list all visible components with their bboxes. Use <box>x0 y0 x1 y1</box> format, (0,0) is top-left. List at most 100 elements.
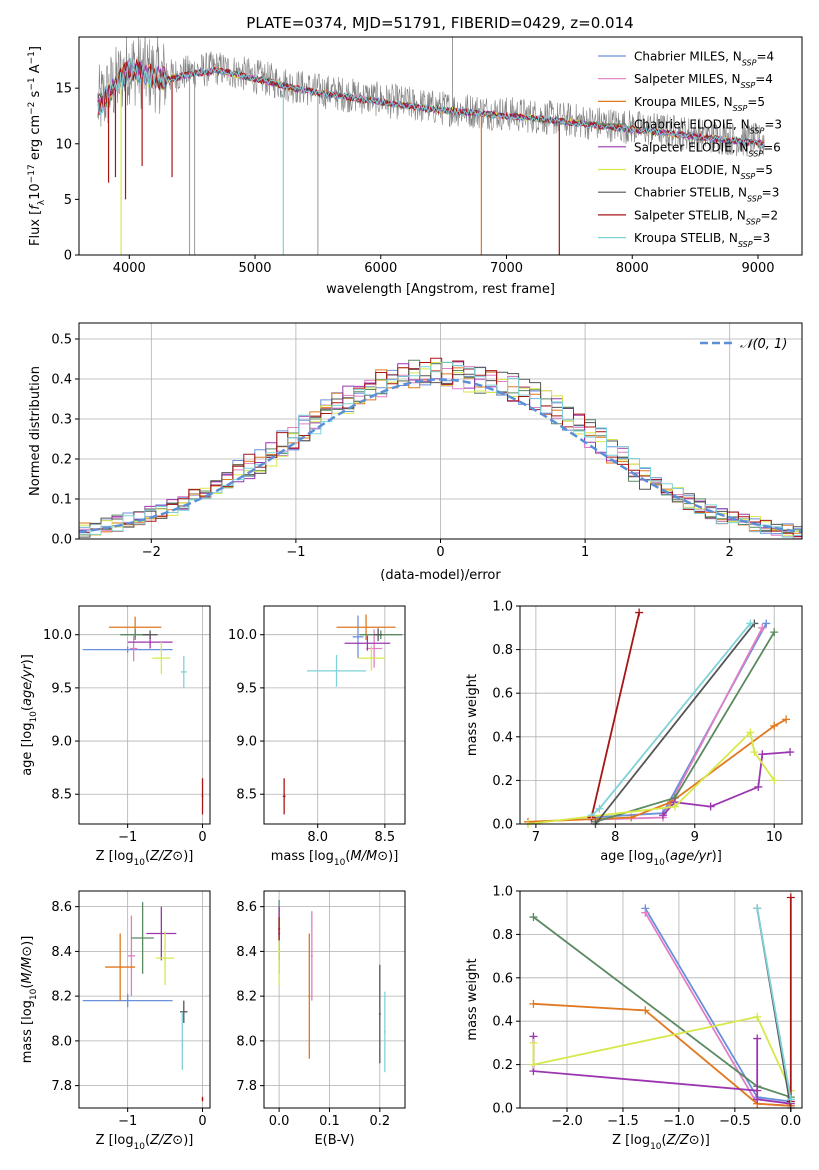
y-tick-label: 0.2 <box>51 453 72 468</box>
x-tick-label: 8.0 <box>307 830 328 845</box>
x-axis-label: mass [log10(M/M⊙)] <box>271 849 399 868</box>
y-tick-label: 5 <box>64 193 72 208</box>
x-tick-label: −1.0 <box>663 1114 695 1129</box>
y-tick-label: 0.0 <box>492 1102 513 1117</box>
y-tick-label: 8.6 <box>51 900 72 915</box>
x-tick-label: 2 <box>726 545 734 560</box>
weight-series-1 <box>591 627 764 821</box>
axes-frame <box>519 605 803 825</box>
x-tick-label: 7 <box>532 830 540 845</box>
y-tick-label: 0.2 <box>492 1058 513 1073</box>
age-vs-metallicity-panel: −1 0 8.5 9.0 9.5 10.0 Z [log10(Z/Z⊙)] age [log1… <box>20 605 211 868</box>
legend-entry: Chabrier MILES, NSSP=4 <box>634 50 774 68</box>
weight-series-1 <box>644 912 791 1107</box>
x-tick-label: 0 <box>198 830 206 845</box>
x-tick-label: 9000 <box>741 261 774 276</box>
y-tick-label: 9.5 <box>51 681 72 696</box>
y-tick-label: 8.2 <box>51 990 72 1005</box>
x-tick-label: −1 <box>286 545 305 560</box>
x-tick-label: 7000 <box>490 261 523 276</box>
y-tick-label: 8.0 <box>51 1034 72 1049</box>
weight-point <box>786 748 795 757</box>
x-tick-label: 0.1 <box>319 1114 340 1129</box>
x-tick-label: 0.2 <box>369 1114 390 1129</box>
x-axis-label: E(B-V) <box>314 1133 354 1148</box>
y-tick-label: 9.0 <box>236 735 257 750</box>
weight-point <box>753 1034 762 1043</box>
y-axis-label: mass [log10(M/M⊙)] <box>20 936 39 1064</box>
x-tick-label: 0 <box>198 1114 206 1129</box>
spectrum-panel: 4000 5000 6000 7000 8000 9000 0 5 10 15 wavelength… <box>27 36 803 297</box>
axes-frame <box>78 890 211 1109</box>
y-tick-label: 7.8 <box>236 1079 257 1094</box>
x-tick-label: 10 <box>766 830 783 845</box>
x-tick-label: −0.5 <box>719 1114 751 1129</box>
x-tick-label: 0 <box>436 545 444 560</box>
weight-series-2 <box>533 1002 791 1107</box>
mass-weight-vs-age-panel: 7 8 9 10 0.0 0.2 0.4 0.6 0.8 1.0 age [log10(age/yr… <box>465 600 803 868</box>
y-axis-label: age [log10(age/yr)] <box>20 654 39 776</box>
weight-series-5 <box>532 1015 792 1091</box>
y-tick-label: 8.4 <box>51 945 72 960</box>
weight-point <box>635 608 644 617</box>
mass-weight-vs-metallicity-panel: −2.0 −1.5 −1.0 −0.5 0.0 0.0 0.2 0.4 0.6 0.8 1.0 Z [… <box>465 885 803 1152</box>
weight-point <box>641 908 650 917</box>
axes-frame <box>78 36 803 256</box>
legend-entry: Salpeter STELIB, NSSP=2 <box>634 208 778 226</box>
weight-point <box>758 623 767 632</box>
y-tick-label: 0.8 <box>492 643 513 658</box>
y-axis-label: mass weight <box>465 958 480 1040</box>
model-spectrum-8 <box>97 57 765 148</box>
x-tick-label: 8000 <box>616 261 649 276</box>
x-tick-label: −1 <box>118 1114 137 1129</box>
y-axis-label: mass weight <box>465 674 480 756</box>
y-tick-label: 0 <box>64 249 72 264</box>
x-axis-label: age [log10(age/yr)] <box>600 849 722 868</box>
weight-point <box>587 811 596 820</box>
x-tick-label: −2 <box>142 545 161 560</box>
y-tick-label: 10 <box>55 137 72 152</box>
residual-histogram-panel: −2 −1 0 1 2 0.0 0.1 0.2 0.3 0.4 0.5 (data-model)/er… <box>28 322 803 583</box>
y-tick-label: 9.5 <box>236 681 257 696</box>
weight-point <box>770 628 779 637</box>
axes-frame <box>519 890 803 1109</box>
weight-point <box>770 776 779 785</box>
y-tick-label: 0.0 <box>492 818 513 833</box>
weight-series-4 <box>662 751 791 816</box>
y-tick-label: 1.0 <box>492 885 513 900</box>
y-tick-label: 0.0 <box>51 533 72 548</box>
axes-frame <box>263 890 406 1109</box>
axes-frame <box>263 605 406 825</box>
x-tick-label: 9 <box>691 830 699 845</box>
weight-point <box>782 715 791 724</box>
x-tick-label: −2.0 <box>551 1114 583 1129</box>
weight-series-3 <box>532 916 792 1099</box>
x-tick-label: 8 <box>611 830 619 845</box>
y-tick-label: 8.0 <box>236 1034 257 1049</box>
weight-series-8 <box>756 908 792 1100</box>
plot-area <box>79 357 802 539</box>
age-vs-mass-panel: 8.0 8.5 8.5 9.0 9.5 10.0 mass [log10(M/M⊙)] <box>228 605 406 868</box>
x-tick-label: 1 <box>581 545 589 560</box>
x-axis-label: Z [log10(Z/Z⊙)] <box>612 1133 710 1152</box>
weight-point <box>670 802 679 811</box>
figure-title: PLATE=0374, MJD=51791, FIBERID=0429, z=0… <box>246 14 633 32</box>
y-tick-label: 9.0 <box>51 735 72 750</box>
y-tick-label: 8.6 <box>236 900 257 915</box>
x-tick-label: 8.5 <box>375 830 396 845</box>
y-tick-label: 10.0 <box>228 628 257 643</box>
legend-entry: Kroupa MILES, NSSP=5 <box>634 95 765 113</box>
weight-point <box>529 999 538 1008</box>
weight-point <box>750 748 759 757</box>
weight-point <box>762 619 771 628</box>
y-axis-label: Flux [fλ10−17 erg cm−2 s−1 A−1] <box>27 46 47 246</box>
x-tick-label: −1.5 <box>607 1114 639 1129</box>
x-axis-label: wavelength [Angstrom, rest frame] <box>326 282 555 297</box>
weight-series-7 <box>590 612 641 818</box>
y-tick-label: 8.4 <box>236 945 257 960</box>
weight-point <box>753 1012 762 1021</box>
weight-point <box>746 619 755 628</box>
weight-point <box>641 1006 650 1015</box>
y-tick-label: 15 <box>55 82 72 97</box>
y-tick-label: 1.0 <box>492 600 513 615</box>
